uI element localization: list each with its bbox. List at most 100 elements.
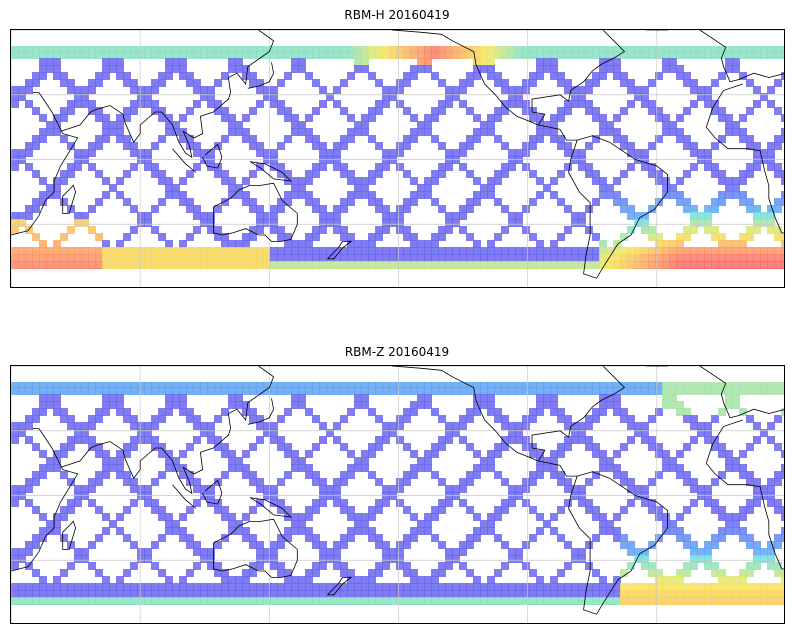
flux-cell <box>403 170 411 178</box>
flux-cell <box>767 590 775 598</box>
flux-cell <box>88 149 96 157</box>
flux-cell <box>767 100 775 108</box>
flux-cell <box>711 387 719 395</box>
coastline-path <box>327 241 353 260</box>
flux-cell <box>620 569 628 577</box>
flux-cell <box>550 590 558 598</box>
flux-cell <box>501 100 509 108</box>
flux-cell <box>725 240 733 248</box>
flux-cell <box>116 583 124 591</box>
flux-cell <box>368 506 376 514</box>
flux-cell <box>242 247 250 255</box>
flux-cell <box>137 51 145 59</box>
flux-cell <box>305 247 313 255</box>
flux-cell <box>781 128 784 136</box>
flux-cell <box>592 597 600 605</box>
flux-cell <box>375 541 383 549</box>
flux-cell <box>746 226 754 234</box>
flux-cell <box>144 485 152 493</box>
flux-cell <box>291 114 299 122</box>
flux-cell <box>529 79 537 87</box>
flux-cell <box>424 51 432 59</box>
flux-cell <box>172 527 180 535</box>
flux-cell <box>263 219 271 227</box>
flux-cell <box>557 198 565 206</box>
flux-cell <box>214 44 222 52</box>
flux-cell <box>207 100 215 108</box>
flux-cell <box>746 506 754 514</box>
flux-cell <box>123 506 131 514</box>
flux-cell <box>452 86 460 94</box>
flux-cell <box>718 135 726 143</box>
flux-cell <box>690 219 698 227</box>
flux-cell <box>396 212 404 220</box>
flux-cell <box>172 184 180 192</box>
flux-cell <box>53 184 61 192</box>
flux-cell <box>11 247 19 255</box>
flux-cell <box>389 219 397 227</box>
flux-cell <box>452 548 460 556</box>
flux-cell <box>760 555 768 563</box>
orbit-tracks <box>11 30 784 287</box>
flux-cell <box>200 51 208 59</box>
flux-cell <box>536 583 544 591</box>
flux-cell <box>186 247 194 255</box>
flux-cell <box>396 548 404 556</box>
flux-cell <box>32 380 40 388</box>
flux-cell <box>326 219 334 227</box>
flux-cell <box>305 583 313 591</box>
flux-cell <box>319 485 327 493</box>
flux-cell <box>95 170 103 178</box>
flux-cell <box>473 576 481 584</box>
flux-cell <box>564 86 572 94</box>
flux-cell <box>347 408 355 416</box>
flux-cell <box>466 569 474 577</box>
flux-cell <box>18 93 26 101</box>
flux-cell <box>32 387 40 395</box>
flux-cell <box>711 51 719 59</box>
flux-cell <box>641 254 649 262</box>
flux-cell <box>543 380 551 388</box>
flux-cell <box>389 44 397 52</box>
flux-cell <box>396 499 404 507</box>
flux-cell <box>410 583 418 591</box>
flux-cell <box>263 93 271 101</box>
flux-cell <box>60 534 68 542</box>
flux-cell <box>606 58 614 66</box>
flux-cell <box>11 51 19 59</box>
flux-cell <box>704 583 712 591</box>
flux-cell <box>333 492 341 500</box>
flux-cell <box>753 555 761 563</box>
flux-cell <box>410 471 418 479</box>
flux-cell <box>487 394 495 402</box>
flux-cell <box>655 408 663 416</box>
flux-cell <box>39 597 47 605</box>
flux-cell <box>67 163 75 171</box>
flux-cell <box>312 443 320 451</box>
flux-cell <box>277 387 285 395</box>
flux-cell <box>501 226 509 234</box>
flux-cell <box>53 58 61 66</box>
flux-cell <box>564 205 572 213</box>
flux-cell <box>249 226 257 234</box>
flux-cell <box>382 499 390 507</box>
flux-cell <box>683 597 691 605</box>
flux-cell <box>592 387 600 395</box>
flux-cell <box>578 261 586 269</box>
flux-cell <box>753 226 761 234</box>
flux-cell <box>599 408 607 416</box>
flux-cell <box>95 408 103 416</box>
flux-cell <box>536 387 544 395</box>
flux-cell <box>704 485 712 493</box>
flux-cell <box>683 142 691 150</box>
flux-cell <box>81 429 89 437</box>
flux-cell <box>410 408 418 416</box>
flux-cell <box>459 163 467 171</box>
flux-cell <box>403 226 411 234</box>
flux-cell <box>466 471 474 479</box>
flux-cell <box>214 107 222 115</box>
flux-cell <box>550 240 558 248</box>
flux-cell <box>585 86 593 94</box>
flux-cell <box>333 51 341 59</box>
flux-cell <box>18 590 26 598</box>
